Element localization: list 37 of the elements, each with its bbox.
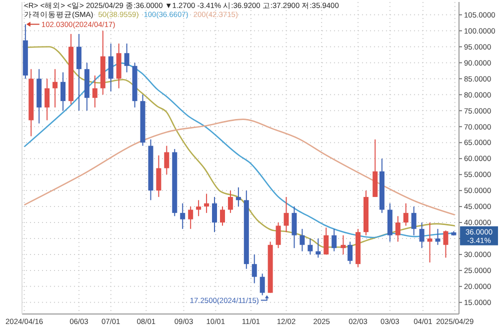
candlestick: [324, 227, 329, 255]
candlestick: [435, 228, 440, 246]
candlestick: [308, 238, 313, 255]
candlestick: [252, 254, 257, 284]
candlestick: [260, 273, 265, 296]
candlestick: [180, 202, 186, 230]
candlestick: [284, 196, 289, 233]
candlestick: [403, 202, 408, 226]
candlestick: [300, 228, 305, 252]
candlestick: [443, 230, 448, 258]
candlestick: [340, 234, 346, 255]
candlestick: [204, 193, 210, 214]
candlestick: [228, 190, 233, 214]
candlestick: [292, 206, 297, 249]
candlestick: [92, 75, 98, 108]
line-series: [24, 118, 456, 216]
candlestick: [60, 72, 66, 112]
candlestick: [220, 206, 225, 226]
candlestick: [419, 222, 424, 249]
candlestick: [76, 33, 82, 112]
candlestick: [164, 145, 170, 176]
candlestick: [348, 241, 353, 265]
candlestick: [156, 154, 162, 198]
candlestick: [427, 222, 432, 263]
candlestick: [196, 200, 202, 217]
candlestick: [332, 228, 337, 252]
candlestick: [236, 186, 241, 208]
candlestick: [44, 78, 50, 121]
candlestick: [395, 216, 400, 242]
candlestick: [124, 43, 130, 73]
candlestick: [108, 43, 114, 92]
candlestick: [212, 196, 218, 233]
candlestick: [316, 238, 321, 258]
candlestick: [276, 222, 281, 249]
candlestick: [411, 206, 416, 236]
candlestick: [52, 68, 58, 108]
candlestick: [188, 206, 194, 230]
